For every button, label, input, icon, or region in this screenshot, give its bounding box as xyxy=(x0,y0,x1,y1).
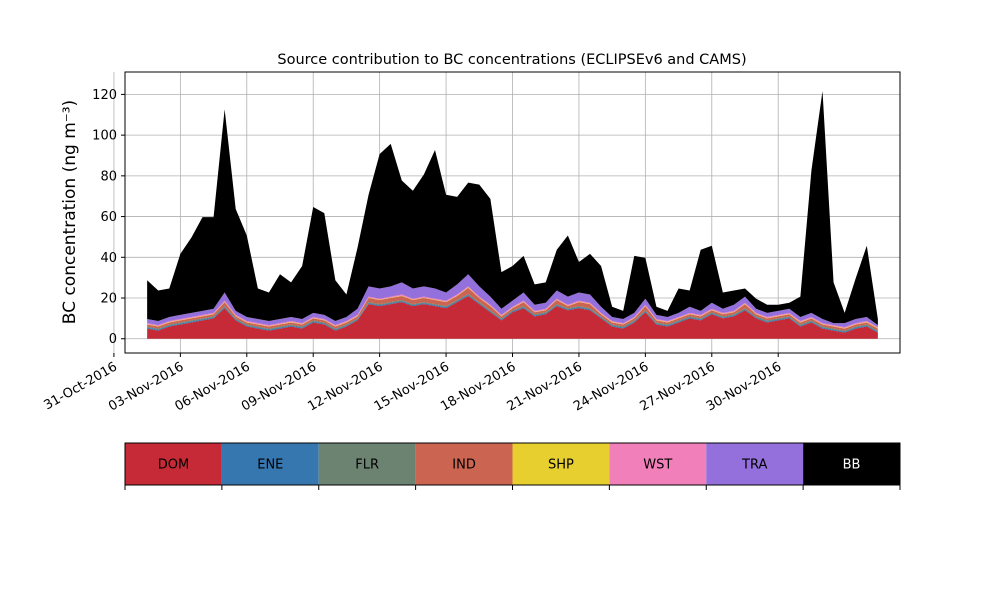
legend-label-tra: TRA xyxy=(741,458,767,473)
legend-label-dom: DOM xyxy=(158,458,189,473)
legend-swatch-wst xyxy=(609,443,707,485)
y-tick-label: 60 xyxy=(100,210,117,225)
stacked-areas xyxy=(147,90,878,339)
legend-label-ind: IND xyxy=(452,458,476,473)
legend-swatch-bb xyxy=(803,443,900,485)
legend-swatch-dom xyxy=(125,443,222,485)
legend-colorbar: DOM ENE FLR IND SHP WST TRA BB xyxy=(124,442,901,490)
legend-label-bb: BB xyxy=(843,458,861,473)
y-tick-label: 20 xyxy=(100,292,117,307)
legend-swatch-flr xyxy=(318,443,416,485)
y-tick-label: 80 xyxy=(100,169,117,184)
area-series-ind xyxy=(147,287,878,331)
y-tick-label: 40 xyxy=(100,251,117,266)
area-series-wst xyxy=(147,286,878,329)
y-axis-ticks: 0 20 40 60 80 100 120 xyxy=(92,88,125,347)
legend-swatch-shp xyxy=(512,443,610,485)
legend-label-shp: SHP xyxy=(548,458,574,473)
area-series-shp xyxy=(147,287,878,329)
y-tick-label: 100 xyxy=(92,129,117,144)
legend-swatch-ene xyxy=(221,443,319,485)
y-tick-label: 0 xyxy=(109,332,117,347)
y-tick-label: 120 xyxy=(92,88,117,103)
y-axis-label: BC concentration (ng m⁻³) xyxy=(60,100,80,324)
legend-label-flr: FLR xyxy=(355,458,379,473)
area-series-dom xyxy=(147,295,878,339)
legend-swatch-tra xyxy=(706,443,804,485)
legend-label-wst: WST xyxy=(643,458,672,473)
chart-title: Source contribution to BC concentrations… xyxy=(277,52,746,68)
legend-label-ene: ENE xyxy=(257,458,283,473)
legend-swatch-ind xyxy=(415,443,513,485)
area-series-bb xyxy=(147,90,878,326)
